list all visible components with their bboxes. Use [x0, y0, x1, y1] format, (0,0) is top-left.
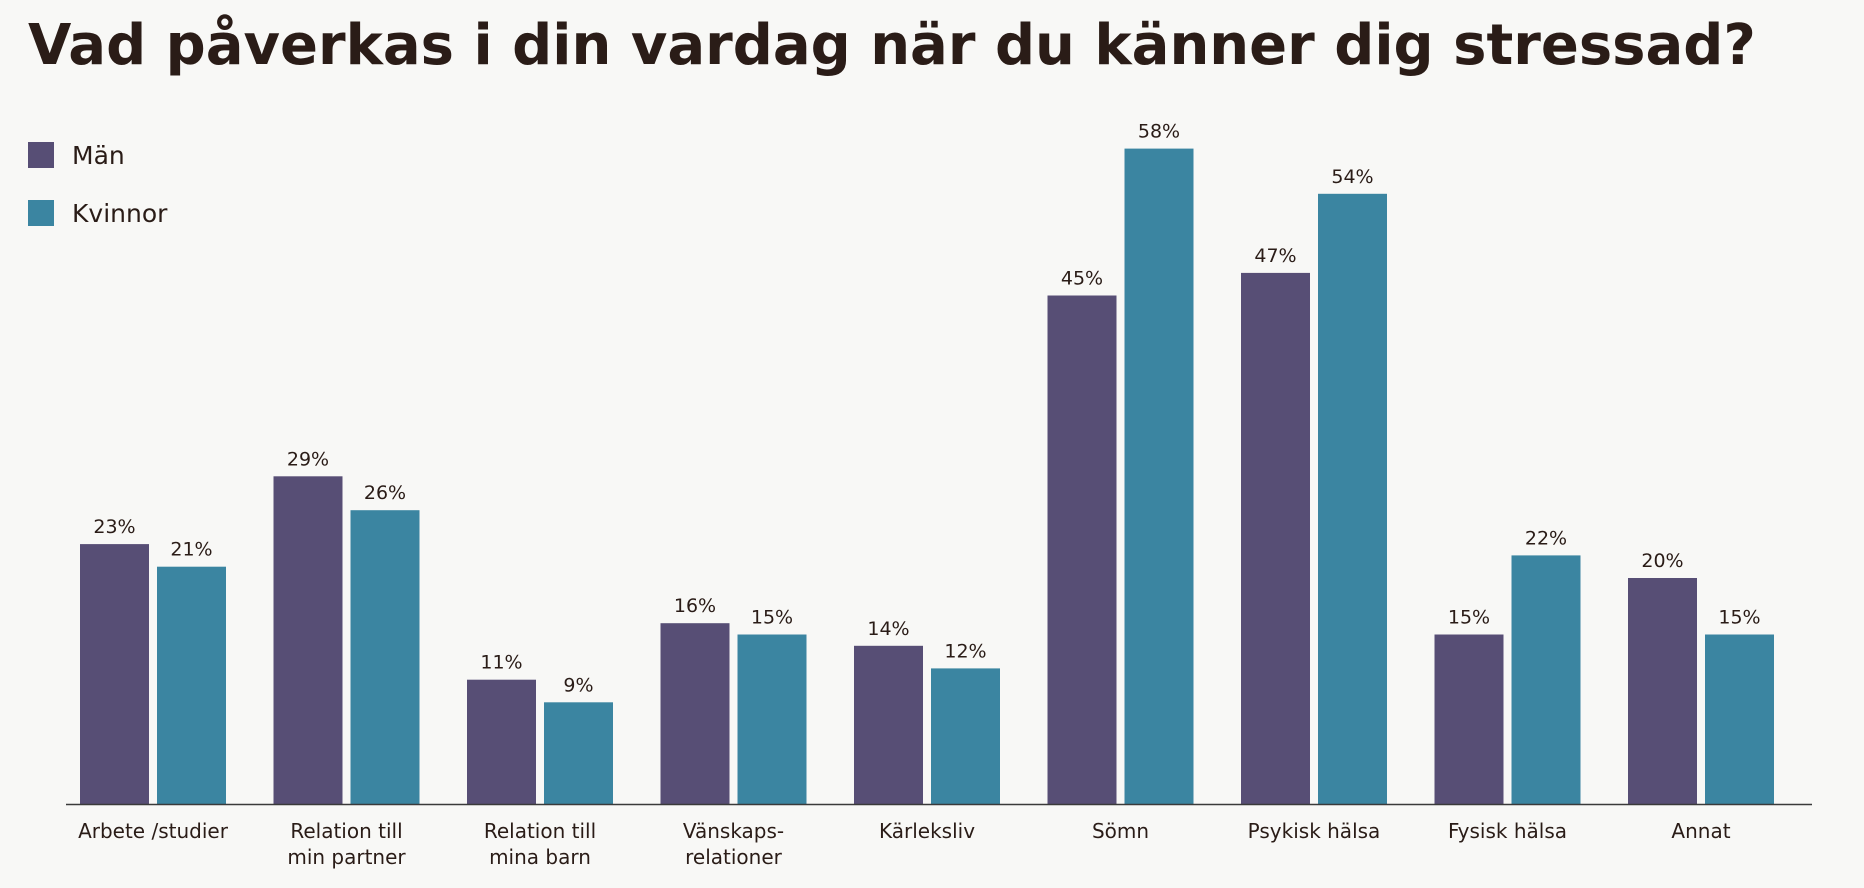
legend-item-man: Män	[28, 140, 167, 170]
legend-swatch-kvinnor	[28, 200, 54, 226]
category-label-7: Fysisk hälsa	[1448, 819, 1567, 843]
category-label-6: Psykisk hälsa	[1248, 819, 1381, 843]
data-label-kvinnor-7: 22%	[1525, 527, 1567, 549]
data-label-man-3: 16%	[674, 595, 716, 617]
bar-man-8	[1628, 578, 1697, 804]
category-label-5: Sömn	[1092, 819, 1149, 843]
bar-man-2	[467, 679, 536, 804]
data-label-man-7: 15%	[1448, 607, 1490, 629]
category-label-8: Annat	[1671, 819, 1730, 843]
bar-man-5	[1047, 295, 1117, 804]
data-label-man-4: 14%	[867, 618, 909, 640]
bar-kvinnor-5	[1124, 148, 1194, 805]
bar-kvinnor-8	[1705, 634, 1774, 804]
data-label-kvinnor-8: 15%	[1718, 607, 1760, 629]
data-label-kvinnor-3: 15%	[751, 607, 793, 629]
legend-label-man: Män	[72, 140, 125, 170]
bar-kvinnor-2	[544, 702, 613, 804]
bar-man-6	[1241, 272, 1310, 804]
data-label-kvinnor-4: 12%	[944, 640, 986, 662]
bar-kvinnor-6	[1318, 193, 1387, 805]
bar-kvinnor-3	[737, 634, 807, 804]
bar-kvinnor-0	[157, 566, 226, 804]
data-label-man-2: 11%	[480, 652, 522, 674]
bar-man-7	[1434, 634, 1504, 804]
bar-man-3	[660, 623, 730, 804]
data-label-man-1: 29%	[287, 448, 329, 470]
bar-kvinnor-4	[931, 668, 1000, 804]
data-label-man-0: 23%	[93, 516, 135, 538]
bar-man-4	[854, 645, 923, 804]
data-label-kvinnor-2: 9%	[563, 674, 593, 696]
data-label-kvinnor-0: 21%	[170, 539, 212, 561]
data-label-man-6: 47%	[1254, 245, 1296, 267]
data-label-kvinnor-5: 58%	[1138, 121, 1180, 143]
category-label-4: Kärleksliv	[879, 819, 975, 843]
category-label-0: Arbete /studier	[78, 819, 229, 843]
bar-man-0	[80, 544, 149, 804]
data-label-man-5: 45%	[1061, 268, 1103, 290]
bar-kvinnor-1	[350, 510, 420, 804]
category-label-1: Relation till min partner	[287, 819, 406, 869]
category-label-3: Vänskaps-relationer	[683, 819, 784, 869]
data-label-kvinnor-1: 26%	[364, 482, 406, 504]
chart-title: Vad påverkas i din vardag när du känner …	[28, 13, 1756, 78]
bar-kvinnor-7	[1511, 555, 1581, 804]
legend-label-kvinnor: Kvinnor	[72, 198, 168, 228]
category-label-2: Relation till mina barn	[484, 819, 596, 869]
legend-swatch-man	[28, 142, 54, 168]
data-label-man-8: 20%	[1641, 550, 1683, 572]
bar-man-1	[273, 476, 343, 804]
legend-item-kvinnor: Kvinnor	[28, 198, 167, 228]
legend: Män Kvinnor	[28, 140, 167, 256]
data-label-kvinnor-6: 54%	[1331, 166, 1373, 188]
